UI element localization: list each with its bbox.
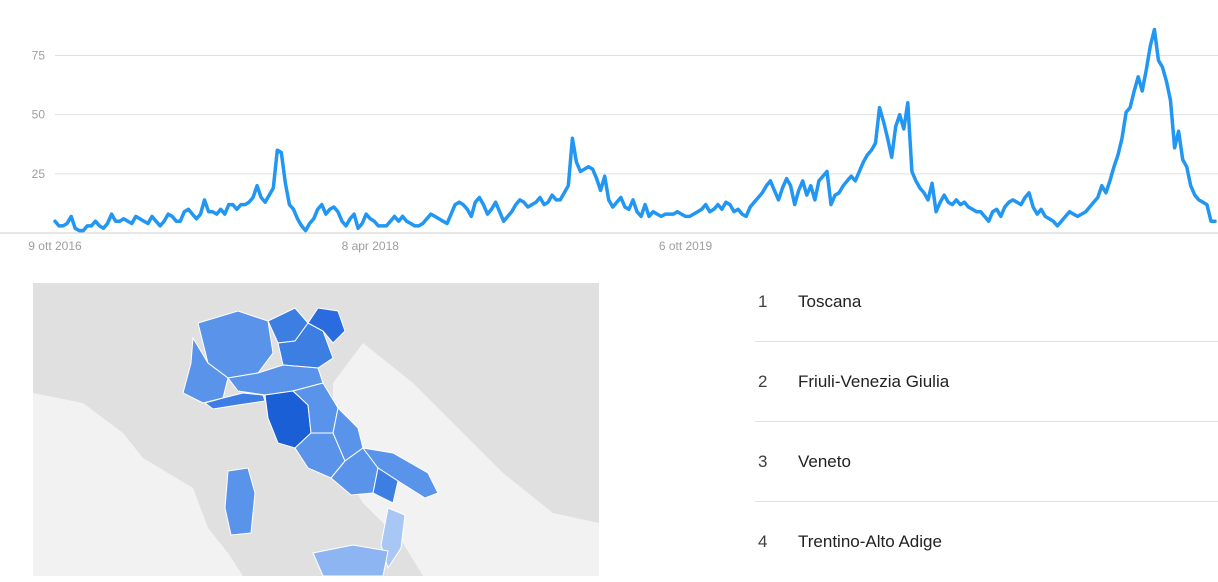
- series-line: [53, 27, 1217, 233]
- interest-over-time-chart: 25 50 75 9 ott 2016 8 apr 2018 6 ott 2019: [0, 27, 1218, 253]
- list-item[interactable]: 4 Trentino-Alto Adige: [755, 502, 1218, 582]
- region-name: Toscana: [798, 291, 862, 311]
- region-friuli[interactable]: [307, 307, 346, 344]
- y-tick-label: 25: [32, 167, 46, 181]
- region-liguria[interactable]: [203, 392, 266, 410]
- list-item[interactable]: 2 Friuli-Venezia Giulia: [755, 342, 1218, 422]
- italy-region-map: [33, 283, 599, 576]
- map-land: [33, 393, 243, 576]
- x-tick-label: 9 ott 2016: [28, 239, 82, 253]
- region-sardegna[interactable]: [224, 467, 256, 536]
- list-item[interactable]: 1 Toscana: [755, 262, 1218, 342]
- region-basilicata[interactable]: [372, 467, 399, 504]
- region-abruzzo[interactable]: [332, 406, 364, 462]
- y-tick-label: 50: [32, 108, 46, 122]
- region-ranking-list: 1 Toscana 2 Friuli-Venezia Giulia 3 Vene…: [755, 262, 1218, 582]
- x-tick-label: 6 ott 2019: [659, 239, 713, 253]
- region-sicilia[interactable]: [312, 544, 389, 576]
- x-tick-label: 8 apr 2018: [342, 239, 400, 253]
- rank-number: 4: [758, 532, 768, 551]
- rank-number: 2: [758, 371, 768, 391]
- region-name: Friuli-Venezia Giulia: [798, 371, 950, 391]
- list-item[interactable]: 3 Veneto: [755, 422, 1218, 502]
- rank-number: 1: [758, 291, 768, 311]
- region-name: Trentino-Alto Adige: [798, 532, 942, 551]
- y-tick-label: 75: [32, 49, 46, 63]
- region-name: Veneto: [798, 451, 851, 471]
- rank-number: 3: [758, 451, 768, 471]
